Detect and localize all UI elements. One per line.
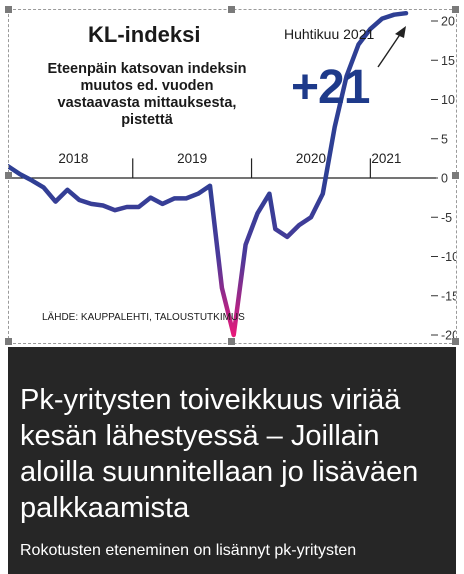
chart-source: LÄHDE: KAUPPALEHTI, TALOUSTUTKIMUS <box>42 312 245 323</box>
y-tick-label: 20 <box>441 15 455 29</box>
y-tick-label: 10 <box>441 93 455 107</box>
resize-handle-bottom-left[interactable] <box>5 338 12 345</box>
article-headline[interactable]: Pk-yritysten toiveikkuus viriää kesän lä… <box>20 384 419 524</box>
y-tick-label: 0 <box>441 172 448 186</box>
resize-handle-top-left[interactable] <box>5 6 12 13</box>
resize-handle-bottom-right[interactable] <box>452 338 459 345</box>
resize-handle-top-right[interactable] <box>452 6 459 13</box>
article-lead: Rokotusten eteneminen on lisännyt pk-yri… <box>20 542 357 559</box>
x-tick-label: 2019 <box>177 151 207 166</box>
chart-title: KL-indeksi <box>88 22 201 47</box>
chart-subtitle: Eteenpäin katsovan indeksin muutos ed. v… <box>47 61 247 128</box>
annotation-arrow <box>377 26 406 68</box>
x-tick-label: 2021 <box>371 151 401 166</box>
y-tick-label: -20 <box>441 329 456 342</box>
x-tick-label: 2018 <box>58 151 88 166</box>
y-tick-label: 5 <box>441 132 448 146</box>
y-tick-label: -15 <box>441 289 456 303</box>
y-tick-label: 15 <box>441 54 455 68</box>
annotation-label: Huhtikuu 2021 <box>284 26 375 42</box>
resize-handle-bottom-middle[interactable] <box>228 338 235 345</box>
y-tick-label: -10 <box>441 250 456 264</box>
year-separators <box>132 158 371 178</box>
y-tick-label: -5 <box>441 211 452 225</box>
x-tick-label: 2020 <box>296 151 326 166</box>
kl-index-line <box>8 10 409 338</box>
headline-panel <box>8 347 456 574</box>
resize-handle-top-middle[interactable] <box>228 6 235 13</box>
annotation-value: +21 <box>291 61 370 114</box>
resize-handle-middle-left[interactable] <box>5 172 12 179</box>
resize-handle-middle-right[interactable] <box>452 172 459 179</box>
chart-plot: 20 15 10 5 0 -5 -10 -15 -20 2018 2019 2020 2021 <box>8 10 456 342</box>
selection-frame <box>8 9 457 344</box>
x-axis-labels: 2018 2019 2020 2021 <box>58 151 401 166</box>
chart-figure: 20 15 10 5 0 -5 -10 -15 -20 2018 2019 2020 2021 KL-… <box>8 9 456 341</box>
